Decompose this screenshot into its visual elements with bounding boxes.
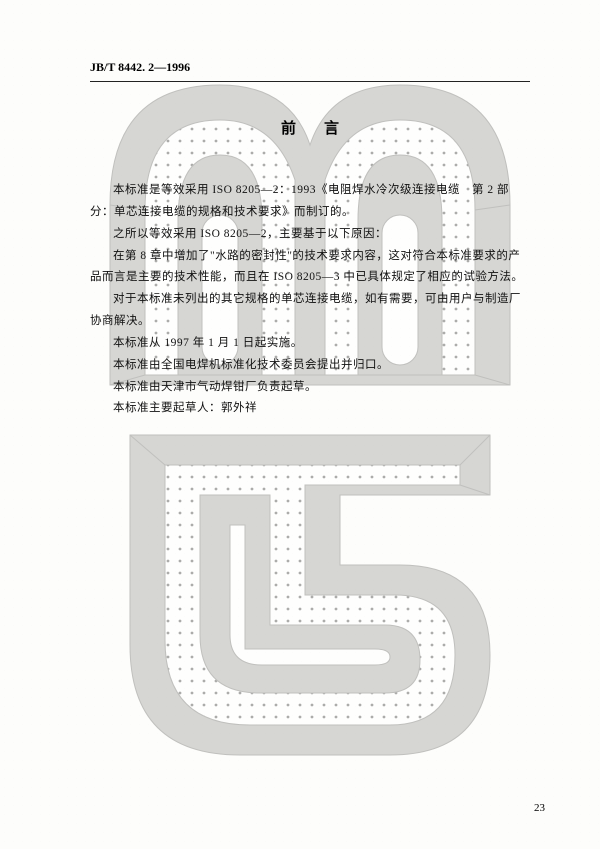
- page-number: 23: [534, 802, 545, 814]
- paragraph: 之所以等效采用 ISO 8205—2，主要基于以下原因：: [90, 224, 530, 246]
- page: JB/T 8442. 2—1996 前言 本标准是等效采用 ISO 8205—2…: [0, 0, 600, 849]
- paragraph: 在第 8 章中增加了"水路的密封性"的技术要求内容，这对符合本标准要求的产品而言…: [90, 246, 530, 290]
- standard-code: JB/T 8442. 2—1996: [90, 60, 530, 75]
- paragraph: 本标准由全国电焊机标准化技术委员会提出并归口。: [90, 355, 530, 377]
- paragraph: 对于本标准未列出的其它规格的单芯连接电缆，如有需要，可由用户与制造厂协商解决。: [90, 289, 530, 333]
- page-title: 前言: [118, 117, 530, 138]
- paragraph: 本标准由天津市气动焊钳厂负责起草。: [90, 377, 530, 399]
- header-rule: [90, 81, 530, 82]
- paragraph: 本标准是等效采用 ISO 8205—2：1993《电阻焊水冷次级连接电缆 第 2…: [90, 180, 530, 224]
- paragraph: 本标准从 1997 年 1 月 1 日起实施。: [90, 333, 530, 355]
- paragraph: 本标准主要起草人：郭外祥: [90, 398, 530, 420]
